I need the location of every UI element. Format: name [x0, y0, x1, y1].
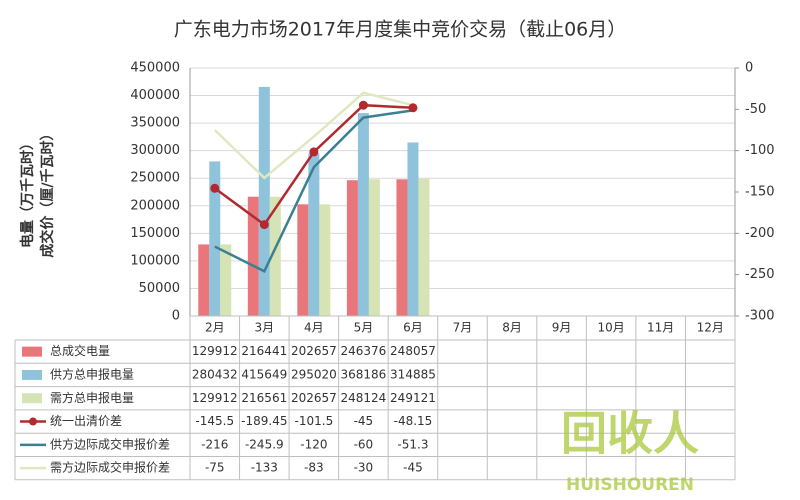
- x-tick-label: 7月: [453, 321, 473, 335]
- x-tick-label: 6月: [403, 321, 423, 335]
- table-value: -30: [354, 461, 374, 475]
- x-tick-label: 10月: [597, 321, 624, 335]
- line-marker: [309, 147, 319, 157]
- watermark-brand: HUISHOUREN: [566, 475, 694, 495]
- y-tick-label: 150000: [130, 226, 180, 241]
- table-value: -133: [251, 461, 278, 475]
- y2-tick-label: -200: [745, 226, 775, 241]
- table-value: -51.3: [397, 437, 428, 451]
- y-tick-label: 100000: [130, 253, 180, 268]
- y-tick-label: 450000: [130, 61, 180, 76]
- table-value: -48.15: [394, 414, 433, 428]
- table-value: -245.9: [245, 437, 284, 451]
- watermark-logo: 回收人: [561, 407, 699, 461]
- table-value: -45: [354, 414, 374, 428]
- x-tick-label: 5月: [354, 321, 374, 335]
- bar: [269, 196, 281, 316]
- table-value: -189.45: [241, 414, 287, 428]
- line: [214, 109, 414, 273]
- x-tick-label: 3月: [254, 321, 274, 335]
- table-value: -216: [201, 437, 228, 451]
- x-tick-label: 4月: [304, 321, 324, 335]
- table-value: 216441: [241, 344, 287, 358]
- table-value: 216561: [241, 391, 287, 405]
- y2-tick-label: -150: [745, 185, 775, 200]
- y2-tick-label: -50: [745, 102, 766, 117]
- table-value: 248057: [390, 344, 436, 358]
- y-tick-label: 0: [172, 309, 180, 324]
- x-tick-label: 8月: [502, 321, 522, 335]
- y-tick-label: 350000: [130, 116, 180, 131]
- bar: [258, 86, 270, 317]
- bar: [308, 153, 320, 316]
- legend-label: 供方总申报电量: [50, 366, 134, 381]
- y-tick-label: 200000: [130, 198, 180, 213]
- table-value: -145.5: [195, 414, 234, 428]
- y-axis-label: 电量（万千瓦时）: [19, 136, 36, 248]
- bar: [297, 204, 309, 316]
- legend-label: 总成交电量: [50, 343, 110, 358]
- bar: [220, 244, 232, 316]
- bar: [368, 179, 380, 316]
- table-value: -45: [403, 461, 423, 475]
- bar: [407, 142, 419, 316]
- table-value: 248124: [341, 391, 387, 405]
- table-value: -83: [304, 461, 324, 475]
- table-value: 129912: [192, 344, 238, 358]
- line: [213, 91, 414, 180]
- table-value: 280432: [192, 367, 238, 381]
- x-tick-label: 9月: [552, 321, 572, 335]
- x-tick-label: 11月: [647, 321, 674, 335]
- line-marker: [259, 220, 269, 230]
- table-value: 249121: [390, 391, 436, 405]
- bar: [357, 113, 369, 316]
- y2-tick-label: -100: [745, 143, 775, 158]
- table-value: 295020: [291, 367, 337, 381]
- table-value: 368186: [341, 367, 387, 381]
- table-value: 314885: [390, 367, 436, 381]
- table-value: -101.5: [295, 414, 334, 428]
- line-marker: [358, 100, 368, 110]
- legend-swatch: [22, 346, 42, 357]
- table-value: -120: [300, 437, 327, 451]
- y-tick-label: 400000: [130, 88, 180, 103]
- table-value: -75: [205, 461, 225, 475]
- y2-tick-label: 0: [745, 61, 753, 76]
- bar: [346, 180, 358, 316]
- y2-tick-label: -250: [745, 267, 775, 282]
- legend-marker: [29, 417, 37, 426]
- table-value: 415649: [241, 367, 287, 381]
- legend-swatch: [22, 393, 42, 404]
- y-tick-label: 300000: [130, 143, 180, 158]
- legend-swatch: [22, 369, 42, 380]
- legend-label: 统一出清价差: [50, 414, 122, 428]
- table-value: 202657: [291, 344, 337, 358]
- bar: [198, 244, 210, 316]
- legend-label: 供方边际成交申报价差: [50, 436, 170, 451]
- y2-tick-label: -300: [745, 309, 775, 324]
- bar: [247, 196, 259, 316]
- line-marker: [210, 183, 220, 193]
- table-value: 202657: [291, 391, 337, 405]
- bar: [319, 204, 331, 316]
- table-value: 246376: [341, 344, 387, 358]
- table-value: -60: [354, 437, 374, 451]
- x-tick-label: 12月: [697, 321, 724, 335]
- y2-axis-label: 成交价（厘/千瓦时）: [39, 126, 56, 257]
- bar: [418, 178, 430, 316]
- y-tick-label: 50000: [139, 281, 180, 296]
- chart-title: 广东电力市场2017年月度集中竞价交易（截止06月）: [174, 19, 627, 41]
- legend-label: 需方边际成交申报价差: [50, 460, 170, 475]
- legend-label: 需方总申报电量: [50, 390, 134, 405]
- table-value: 129912: [192, 391, 238, 405]
- bar: [209, 161, 221, 316]
- bar: [396, 179, 408, 316]
- line-marker: [408, 103, 418, 113]
- x-tick-label: 2月: [205, 321, 225, 335]
- y-tick-label: 250000: [130, 171, 180, 186]
